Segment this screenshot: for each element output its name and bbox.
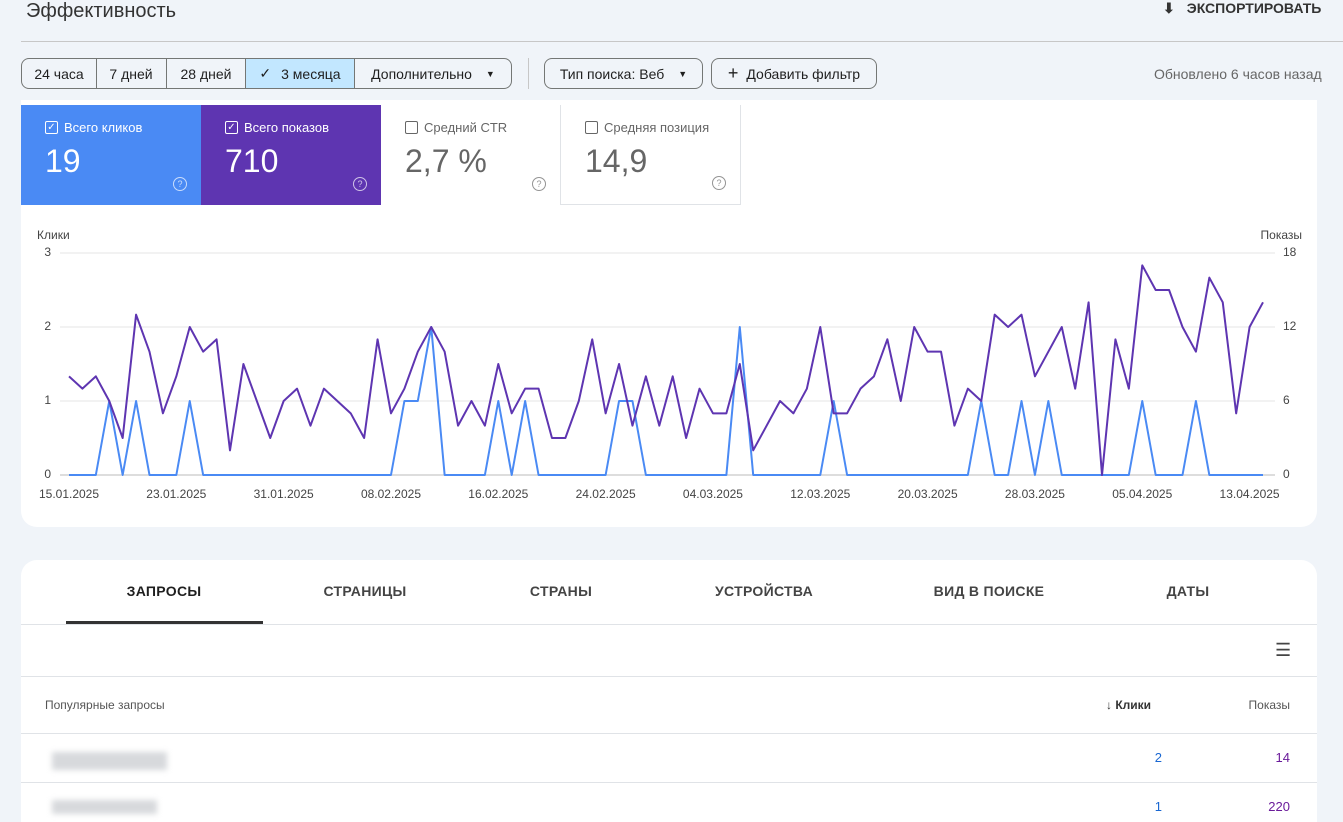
column-header: Популярные запросы: [45, 698, 165, 712]
metric-value: 710: [225, 143, 279, 179]
x-tick-label: 20.03.2025: [898, 487, 958, 501]
x-tick-label: 15.01.2025: [39, 487, 99, 501]
x-tick-label: 04.03.2025: [683, 487, 743, 501]
metric-label: Средняя позиция: [604, 120, 710, 135]
filter-icon[interactable]: ☰: [1275, 640, 1292, 660]
tab[interactable]: УСТРОЙСТВА: [715, 583, 813, 599]
column-label: Клики: [1115, 698, 1152, 712]
tab[interactable]: СТРАНЫ: [529, 583, 593, 599]
updated-note: Обновлено 6 часов назад: [1154, 66, 1322, 82]
metric-card[interactable]: ✓ Всего кликов 19?: [21, 105, 201, 205]
metric-card[interactable]: Средняя позиция 14,9?: [561, 105, 741, 205]
y2-tick-label: 0: [1283, 467, 1290, 481]
table-card: [21, 560, 1317, 822]
export-label: ЭКСПОРТИРОВАТЬ: [1186, 0, 1322, 16]
x-tick-label: 12.03.2025: [790, 487, 850, 501]
column-header[interactable]: ↓ Клики: [1106, 698, 1152, 712]
search-type[interactable]: Тип поиска: Веб ▼: [544, 58, 703, 89]
y2-axis-title: Показы: [1261, 228, 1302, 242]
range-chip[interactable]: 28 дней: [166, 58, 246, 89]
x-tick-label: 28.03.2025: [1005, 487, 1065, 501]
x-tick-label: 16.02.2025: [468, 487, 528, 501]
range-label: Дополнительно: [371, 65, 472, 82]
divider: [21, 676, 1317, 677]
metric-value: 2,7 %: [405, 143, 487, 179]
blurred-query: [52, 752, 167, 770]
y-axis-title: Клики: [37, 228, 70, 242]
range-label: 3 месяца: [281, 65, 341, 82]
download-icon: ⬇: [1163, 0, 1175, 16]
metric-value: 14,9: [585, 143, 648, 179]
metric-card[interactable]: ✓ Всего показов 710?: [201, 105, 381, 205]
metric-card[interactable]: Средний CTR 2,7 %?: [381, 105, 561, 205]
export-button[interactable]: ⬇ ЭКСПОРТИРОВАТЬ: [1163, 0, 1321, 17]
add-filter[interactable]: + Добавить фильтр: [711, 58, 877, 89]
divider: [21, 782, 1317, 783]
y-tick-label: 3: [44, 245, 51, 259]
metric-label: Средний CTR: [424, 120, 508, 135]
x-tick-label: 13.04.2025: [1220, 487, 1280, 501]
add-filter-label: Добавить фильтр: [746, 65, 861, 82]
clicks-cell: 2: [1154, 750, 1162, 765]
y2-tick-label: 12: [1283, 319, 1297, 333]
column-header[interactable]: Показы: [1248, 698, 1290, 712]
range-chip-selected[interactable]: ✓ 3 месяца: [245, 58, 355, 89]
y-tick-label: 2: [44, 319, 51, 333]
range-more[interactable]: Дополнительно ▼: [354, 58, 512, 89]
tab[interactable]: СТРАНИЦЫ: [323, 583, 407, 599]
metric-label: Всего показов: [244, 120, 329, 135]
metric-value: 19: [45, 143, 81, 179]
x-tick-label: 08.02.2025: [361, 487, 421, 501]
x-tick-label: 23.01.2025: [146, 487, 206, 501]
divider: [21, 733, 1317, 734]
tab-indicator: [66, 621, 263, 624]
impressions-cell: 220: [1268, 799, 1290, 814]
range-chip[interactable]: 7 дней: [96, 58, 167, 89]
divider: [528, 58, 529, 89]
impressions-cell: 14: [1275, 750, 1290, 765]
y-tick-label: 0: [44, 467, 51, 481]
metric-label: Всего кликов: [64, 120, 143, 135]
divider: [21, 624, 1317, 625]
tab[interactable]: ВИД В ПОИСКЕ: [933, 583, 1045, 599]
y2-tick-label: 18: [1283, 245, 1297, 259]
clicks-cell: 1: [1154, 799, 1162, 814]
tab[interactable]: ЗАПРОСЫ: [126, 583, 202, 599]
search-type-label: Тип поиска: Веб: [559, 65, 665, 82]
x-tick-label: 05.04.2025: [1112, 487, 1172, 501]
range-chip[interactable]: 24 часа: [21, 58, 97, 89]
series-line: [69, 326, 1263, 476]
x-tick-label: 24.02.2025: [576, 487, 636, 501]
page-title: Эффективность: [26, 0, 177, 22]
x-tick-label: 31.01.2025: [254, 487, 314, 501]
divider: [21, 41, 1343, 42]
blurred-query: [52, 800, 157, 814]
y2-tick-label: 6: [1283, 393, 1290, 407]
y-tick-label: 1: [44, 393, 51, 407]
series-line: [68, 264, 1264, 476]
tab[interactable]: ДАТЫ: [1166, 583, 1210, 599]
